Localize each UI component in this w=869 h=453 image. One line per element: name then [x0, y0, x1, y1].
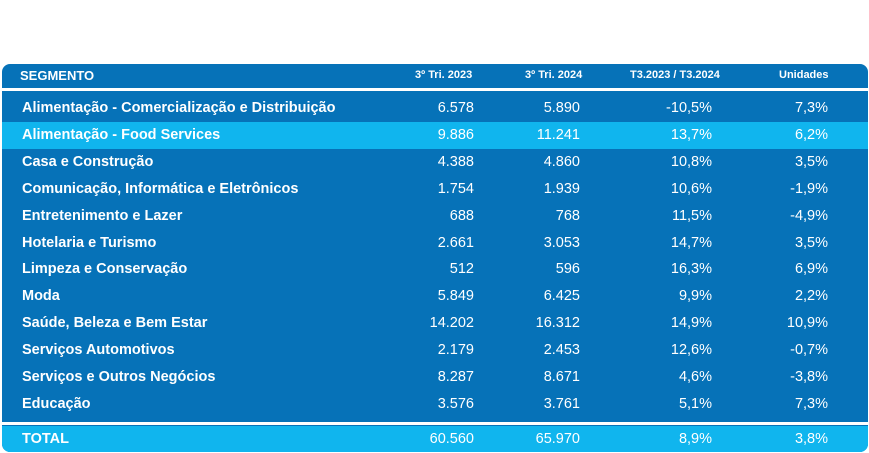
value-q3-2023: 2.179: [437, 342, 474, 359]
value-units: 3,5%: [794, 153, 828, 170]
total-q3-2023: 60.560: [429, 431, 474, 447]
table-header: SEGMENTO 3º Tri. 2023 3º Tri. 2024 T3.20…: [2, 64, 868, 88]
total-divider: [2, 422, 868, 425]
value-q3-2024: 2.453: [543, 342, 580, 359]
value-q3-2024: 596: [555, 261, 580, 278]
value-q3-2023: 3.576: [437, 395, 474, 412]
value-variation: 10,8%: [670, 153, 712, 170]
value-units: 10,9%: [786, 315, 828, 332]
segment-name: Educação: [22, 395, 91, 412]
table-row: Alimentação - Comercialização e Distribu…: [2, 95, 868, 122]
header-segment: SEGMENTO: [20, 68, 95, 83]
value-units: 2,2%: [794, 288, 828, 305]
value-q3-2024: 3.761: [543, 395, 580, 412]
table-row: Casa e Construção 4.388 4.860 10,8% 3,5%: [2, 149, 868, 176]
value-variation: 9,9%: [678, 288, 712, 305]
value-q3-2024: 1.939: [543, 180, 580, 197]
header-q3-2024: 3º Tri. 2024: [525, 69, 583, 81]
segment-name: Entretenimento e Lazer: [22, 207, 183, 224]
segment-name: Saúde, Beleza e Bem Estar: [22, 315, 208, 332]
table-row: Entretenimento e Lazer 688 768 11,5% -4,9%: [2, 203, 868, 230]
value-units: 3,5%: [794, 234, 828, 251]
value-q3-2024: 5.890: [543, 100, 580, 116]
value-q3-2023: 6.578: [437, 100, 474, 116]
value-q3-2023: 1.754: [437, 180, 474, 197]
segment-name: Moda: [22, 288, 60, 305]
segment-name: Casa e Construção: [22, 153, 154, 170]
table-row: Comunicação, Informática e Eletrônicos 1.…: [2, 176, 868, 203]
value-q3-2024: 16.312: [535, 315, 580, 332]
segment-name: Hotelaria e Turismo: [22, 234, 157, 251]
segment-name: Comunicação, Informática e Eletrônicos: [22, 180, 299, 197]
value-units: -4,9%: [790, 207, 828, 224]
value-variation: 13,7%: [670, 126, 712, 143]
value-q3-2023: 512: [449, 261, 474, 278]
value-variation: 12,6%: [670, 342, 712, 359]
total-q3-2024: 65.970: [535, 431, 580, 447]
value-q3-2024: 6.425: [543, 288, 580, 305]
table-row: Limpeza e Conservação 512 596 16,3% 6,9%: [2, 256, 868, 283]
segment-name: Alimentação - Food Services: [22, 126, 221, 143]
value-q3-2023: 4.388: [437, 153, 474, 170]
header-q3-2023: 3º Tri. 2023: [415, 69, 473, 81]
table-row: Educação 3.576 3.761 5,1% 7,3%: [2, 391, 868, 418]
value-q3-2024: 8.671: [543, 369, 580, 385]
value-q3-2023: 2.661: [437, 234, 474, 251]
value-variation: 14,7%: [670, 234, 712, 251]
total-units: 3,8%: [794, 431, 828, 447]
value-units: 7,3%: [794, 100, 828, 116]
value-variation: -10,5%: [666, 100, 712, 116]
value-q3-2023: 688: [449, 207, 474, 224]
value-units: 6,9%: [794, 261, 828, 278]
value-units: -0,7%: [790, 342, 828, 359]
value-q3-2024: 11.241: [536, 126, 580, 143]
value-variation: 11,5%: [671, 207, 712, 224]
table-row: Saúde, Beleza e Bem Estar 14.202 16.312 14,…: [2, 310, 868, 337]
segment-table: SEGMENTO 3º Tri. 2023 3º Tri. 2024 T3.20…: [2, 64, 868, 452]
segment-name: Limpeza e Conservação: [22, 261, 188, 278]
value-units: 6,2%: [794, 126, 828, 143]
value-variation: 10,6%: [670, 180, 712, 197]
table-row: Hotelaria e Turismo 2.661 3.053 14,7% 3,5%: [2, 230, 868, 257]
total-variation: 8,9%: [678, 431, 712, 447]
value-units: -3,8%: [790, 369, 828, 385]
total-row: TOTAL 60.560 65.970 8,9% 3,8%: [2, 426, 868, 452]
header-variation: T3.2023 / T3.2024: [630, 69, 720, 81]
value-q3-2024: 3.053: [543, 234, 580, 251]
value-q3-2023: 14.202: [429, 315, 474, 332]
value-units: 7,3%: [794, 395, 828, 412]
table-row: Serviços e Outros Negócios 8.287 8.671 4,6%…: [2, 364, 868, 391]
header-divider: [2, 88, 868, 91]
value-q3-2023: 9.886: [437, 126, 474, 143]
value-variation: 4,6%: [678, 369, 712, 385]
value-q3-2023: 5.849: [437, 288, 474, 305]
table-row: Serviços Automotivos 2.179 2.453 12,6% -0,7%: [2, 337, 868, 364]
value-q3-2024: 4.860: [543, 153, 580, 170]
value-q3-2024: 768: [555, 207, 580, 224]
header-units: Unidades: [779, 69, 829, 81]
total-label: TOTAL: [22, 431, 69, 447]
value-q3-2023: 8.287: [437, 369, 474, 385]
segment-name: Serviços e Outros Negócios: [22, 369, 216, 385]
value-variation: 16,3%: [670, 261, 712, 278]
table-row: Moda 5.849 6.425 9,9% 2,2%: [2, 283, 868, 310]
table-row: Alimentação - Food Services 9.886 11.241 13…: [2, 121, 868, 149]
segment-name: Serviços Automotivos: [22, 342, 175, 359]
value-units: -1,9%: [790, 180, 828, 197]
value-variation: 5,1%: [678, 395, 712, 412]
segment-name: Alimentação - Comercialização e Distribu…: [22, 100, 336, 116]
value-variation: 14,9%: [670, 315, 712, 332]
